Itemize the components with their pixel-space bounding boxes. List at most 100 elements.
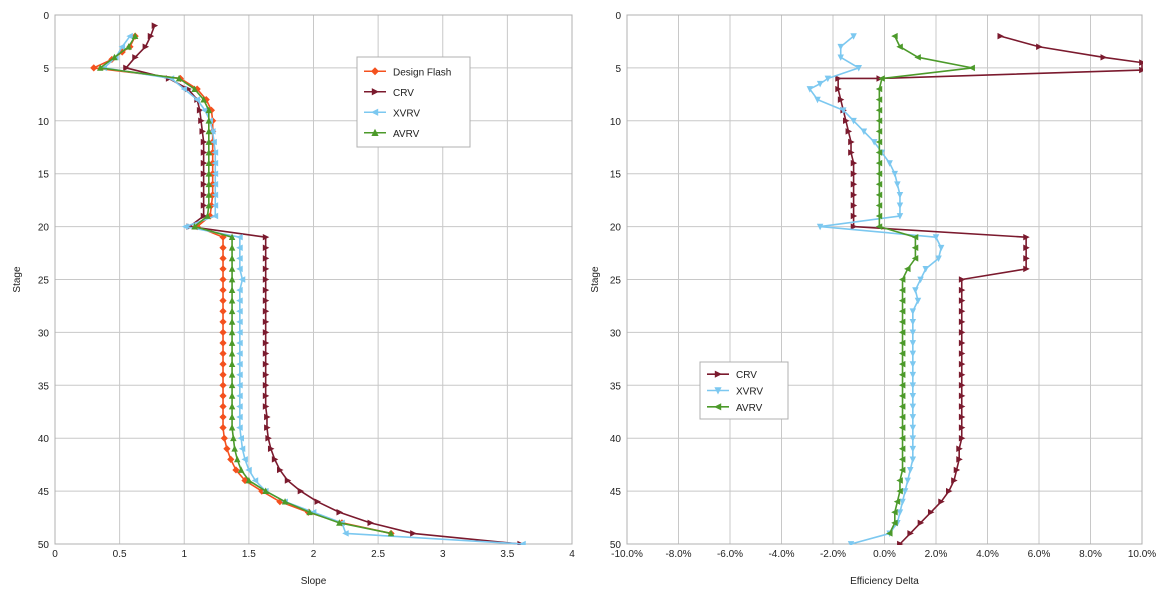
legend-swatch-marker xyxy=(714,403,722,411)
data-point xyxy=(219,402,227,411)
x-tick-label: 6.0% xyxy=(1028,549,1051,560)
legend-swatch-marker xyxy=(371,128,379,136)
y-tick-label: 5 xyxy=(43,64,49,75)
data-point xyxy=(1100,54,1107,61)
data-point xyxy=(899,498,906,506)
data-point xyxy=(847,541,855,545)
data-point xyxy=(909,361,917,368)
data-point xyxy=(262,403,270,410)
data-point xyxy=(898,350,906,357)
data-point xyxy=(200,170,208,177)
data-point xyxy=(200,191,208,199)
data-point xyxy=(850,191,858,199)
data-point xyxy=(897,540,904,545)
data-point xyxy=(236,233,243,241)
data-point xyxy=(219,307,227,315)
x-tick-label: 0 xyxy=(52,549,58,560)
data-point xyxy=(1023,244,1030,251)
data-point xyxy=(850,170,858,177)
data-point xyxy=(231,445,238,452)
data-point xyxy=(336,519,343,526)
data-point xyxy=(236,371,243,378)
data-point xyxy=(228,244,236,251)
data-point xyxy=(236,318,243,326)
data-point xyxy=(958,413,966,421)
data-point xyxy=(228,424,236,431)
data-point xyxy=(238,445,246,453)
y-tick-label: 40 xyxy=(38,434,50,445)
y-tick-label: 30 xyxy=(38,328,50,339)
data-point xyxy=(898,360,906,368)
y-tick-label: 45 xyxy=(38,487,50,498)
x-tick-label: 2 xyxy=(311,549,317,560)
data-point xyxy=(336,509,343,516)
data-point xyxy=(909,318,917,326)
data-point xyxy=(898,318,906,326)
legend-swatch-marker xyxy=(371,88,379,96)
data-point xyxy=(850,33,857,40)
x-tick-label: 1 xyxy=(181,549,187,560)
data-point xyxy=(228,233,236,241)
data-point xyxy=(219,244,227,252)
data-point xyxy=(262,255,270,262)
data-point xyxy=(228,328,236,336)
data-point xyxy=(175,74,183,82)
x-tick-label: 4 xyxy=(569,549,575,560)
data-point xyxy=(219,349,227,358)
data-point xyxy=(875,191,883,199)
data-point xyxy=(236,403,243,410)
data-point xyxy=(898,392,906,400)
data-point xyxy=(891,32,898,40)
data-point xyxy=(228,402,236,410)
data-point xyxy=(236,392,243,400)
y-axis-title: Stage xyxy=(590,266,601,293)
data-point xyxy=(236,286,243,294)
data-point xyxy=(111,53,118,61)
data-point xyxy=(914,297,922,305)
data-point xyxy=(181,223,189,230)
x-tick-label: 10.0% xyxy=(1128,549,1156,560)
y-tick-label: 15 xyxy=(38,170,50,181)
efficiency-delta-chart: -10.0% -8.0% -6.0% -4.0% -2.0% 0.0% 2.0% 4.0% 6.… xyxy=(590,11,1156,587)
data-point xyxy=(205,159,213,166)
data-point xyxy=(262,297,270,304)
y-tick-label: 20 xyxy=(38,223,50,234)
data-point xyxy=(241,456,248,463)
data-point xyxy=(90,64,98,72)
data-point xyxy=(387,529,395,537)
data-point xyxy=(96,64,104,71)
data-point xyxy=(126,32,133,40)
data-point xyxy=(958,339,966,347)
data-point xyxy=(898,382,906,389)
data-point xyxy=(284,477,292,484)
series-line xyxy=(92,35,392,535)
y-tick-label: 20 xyxy=(610,223,622,234)
data-point xyxy=(219,254,227,262)
legend-label: Design Flash xyxy=(393,67,451,78)
x-tick-label: -8.0% xyxy=(665,549,691,560)
data-point xyxy=(238,276,246,283)
data-point xyxy=(262,329,270,336)
series-crv xyxy=(123,22,524,545)
data-point xyxy=(938,498,945,505)
series-avrv xyxy=(96,32,395,537)
y-tick-label: 50 xyxy=(38,540,50,551)
data-point xyxy=(281,498,289,505)
data-point xyxy=(236,339,243,347)
data-point xyxy=(922,266,929,273)
data-point xyxy=(956,445,963,453)
data-point xyxy=(842,117,850,125)
data-point xyxy=(891,509,898,516)
data-point xyxy=(262,318,270,326)
data-point xyxy=(200,149,208,156)
data-point xyxy=(824,75,832,83)
data-point xyxy=(264,424,271,431)
legend-label: AVRV xyxy=(393,129,420,140)
data-point xyxy=(205,170,213,177)
data-point xyxy=(228,349,236,357)
data-point xyxy=(228,307,236,315)
data-point xyxy=(870,139,878,146)
data-point xyxy=(237,466,245,473)
data-point xyxy=(223,445,231,453)
